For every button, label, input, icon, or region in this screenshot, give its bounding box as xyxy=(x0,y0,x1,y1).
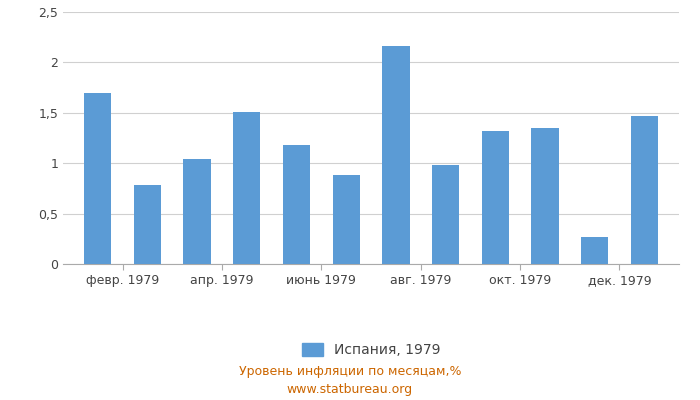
Bar xyxy=(631,116,658,264)
Bar xyxy=(233,112,260,264)
Text: Уровень инфляции по месяцам,%: Уровень инфляции по месяцам,% xyxy=(239,366,461,378)
Bar xyxy=(283,145,310,264)
Bar xyxy=(183,159,211,264)
Bar xyxy=(84,93,111,264)
Bar xyxy=(482,131,509,264)
Bar xyxy=(531,128,559,264)
Bar xyxy=(382,46,410,264)
Text: www.statbureau.org: www.statbureau.org xyxy=(287,384,413,396)
Bar xyxy=(332,175,360,264)
Bar xyxy=(432,165,459,264)
Legend: Испания, 1979: Испания, 1979 xyxy=(296,338,446,363)
Bar xyxy=(134,185,161,264)
Bar xyxy=(581,237,608,264)
